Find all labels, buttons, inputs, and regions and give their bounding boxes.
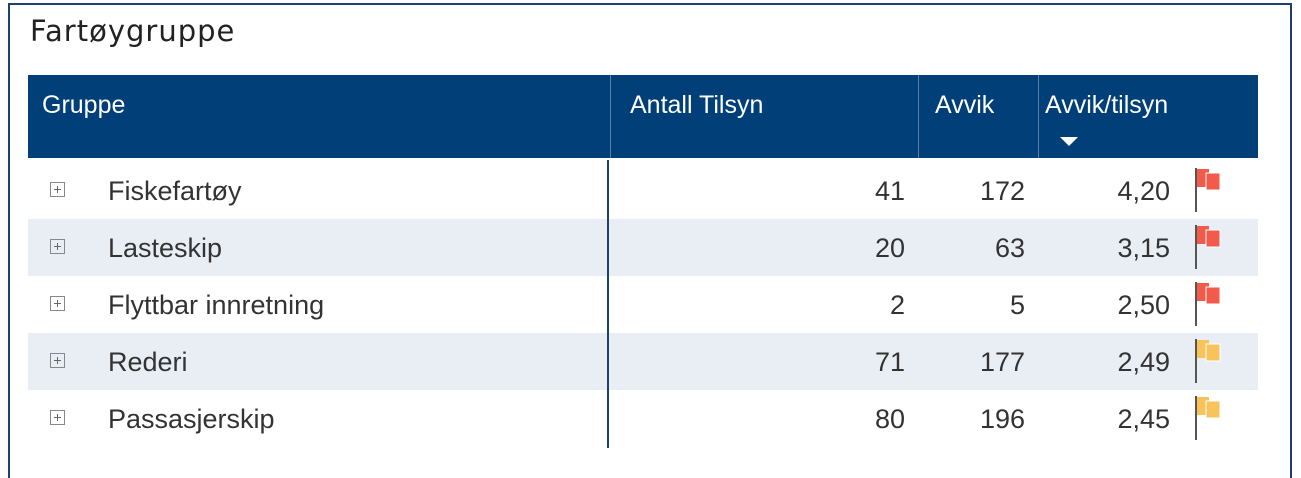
table-cell: 2,45 <box>1117 404 1170 434</box>
table-cell: Flyttbar innretning <box>108 290 325 320</box>
expand-button[interactable] <box>50 182 65 197</box>
table-cell: 63 <box>994 233 1025 263</box>
table-cell: 71 <box>874 347 905 377</box>
flag-icon <box>1195 225 1221 269</box>
flag-part <box>1205 229 1221 248</box>
table-row: Rederi 71 177 2,49 <box>28 333 1258 390</box>
table-row: Passasjerskip 80 196 2,45 <box>28 390 1258 447</box>
table-cell: Rederi <box>108 347 188 377</box>
table-cell: 2,50 <box>1117 290 1170 320</box>
table-header: Gruppe Antall Tilsyn Avvik Avvik/tilsyn <box>28 75 1258 158</box>
table-cell: Lasteskip <box>108 233 223 263</box>
table-cell: 2,49 <box>1117 347 1170 377</box>
column-header[interactable]: Avvik <box>935 91 995 119</box>
column-header[interactable]: Avvik/tilsyn <box>1045 91 1169 119</box>
flag-part <box>1205 400 1221 419</box>
expand-button[interactable] <box>50 410 65 425</box>
flag-icon <box>1195 339 1221 383</box>
table-cell: Fiskefartøy <box>108 176 242 206</box>
table-cell: 20 <box>874 233 905 263</box>
table-cell: 4,20 <box>1117 176 1170 206</box>
expand-button[interactable] <box>50 353 65 368</box>
sort-arrow <box>1060 137 1078 146</box>
table-cell: 5 <box>1009 290 1025 320</box>
table-cell: 2 <box>889 290 905 320</box>
table-row: Flyttbar innretning 2 5 2,50 <box>28 276 1258 333</box>
flag-icon <box>1195 168 1221 212</box>
expand-button[interactable] <box>50 296 65 311</box>
column-separator <box>918 75 919 158</box>
table-cell: 3,15 <box>1117 233 1170 263</box>
table-cell: 177 <box>979 347 1025 377</box>
visual-title: Fartøygruppe <box>30 14 236 48</box>
table-row: Fiskefartøy 41 172 4,20 <box>28 162 1258 219</box>
table-cell: Passasjerskip <box>108 404 275 434</box>
table-cell: 172 <box>979 176 1025 206</box>
table-body: Fiskefartøy 41 172 4,20 Lasteskip 20 63 3,15 Fly… <box>28 162 1258 447</box>
visual-frame <box>8 3 1292 478</box>
flag-part <box>1205 286 1221 305</box>
table-row: Lasteskip 20 63 3,15 <box>28 219 1258 276</box>
column-divider <box>607 160 609 448</box>
table-cell: 80 <box>874 404 905 434</box>
column-header[interactable]: Antall Tilsyn <box>630 91 764 119</box>
column-separator <box>1038 75 1039 158</box>
flag-part <box>1205 172 1221 191</box>
flag-icon <box>1195 282 1221 326</box>
column-separator <box>610 75 611 158</box>
expand-button[interactable] <box>50 239 65 254</box>
table-cell: 41 <box>874 176 905 206</box>
flag-part <box>1205 343 1221 362</box>
table-cell: 196 <box>979 404 1025 434</box>
column-header[interactable]: Gruppe <box>42 91 126 119</box>
flag-icon <box>1195 396 1221 440</box>
